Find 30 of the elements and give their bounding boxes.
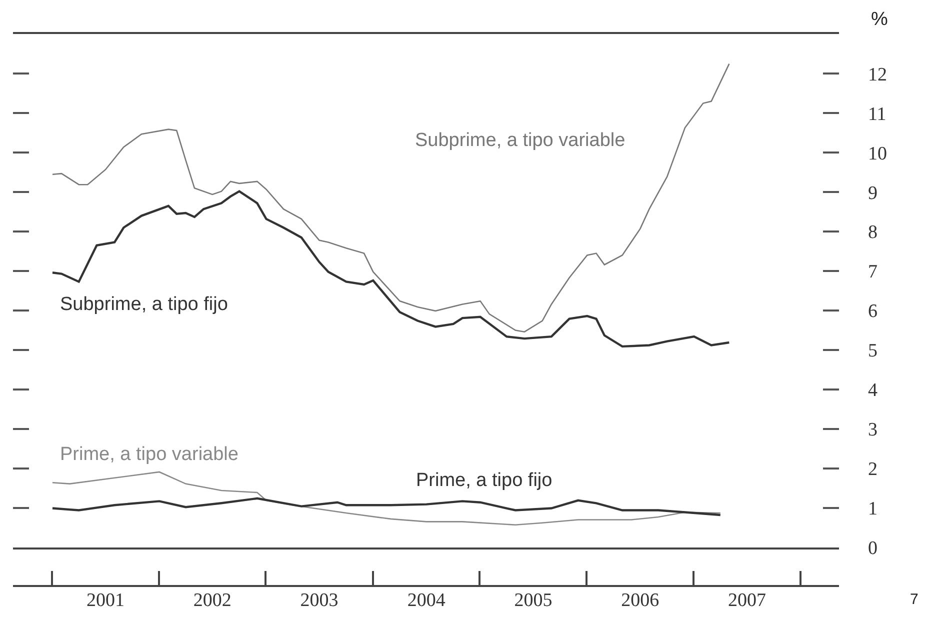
y-tick-label: 11 [868, 104, 886, 125]
x-tick-label: 2002 [193, 590, 232, 611]
line-series [52, 63, 730, 332]
x-tick-label: 2003 [300, 590, 338, 611]
x-tick-label: 2006 [621, 590, 660, 611]
series-label: Subprime, a tipo fijo [60, 294, 228, 315]
x-tick-label: 2005 [514, 590, 552, 611]
y-tick-label: 2 [868, 459, 878, 480]
y-tick-label: 9 [868, 182, 878, 204]
y-tick-label: 12 [868, 64, 887, 86]
text: Subprime, a tipo variable [415, 130, 626, 151]
y-tick-label: 4 [868, 380, 878, 402]
line-series [51, 190, 730, 348]
series-label: Prime, a tipo variable [60, 444, 238, 465]
text: 7 [910, 591, 918, 608]
y-tick-label: 6 [868, 301, 878, 322]
series-label: Prime, a tipo fijo [416, 470, 552, 491]
y-tick-label: 5 [868, 340, 878, 362]
y-axis-title: % [871, 9, 888, 30]
y-tick-label: 7 [868, 262, 878, 283]
x-tick-label: 2001 [86, 590, 124, 611]
y-tick-label: 0 [868, 538, 878, 560]
line-series [52, 471, 722, 526]
y-tick-label: 1 [868, 498, 878, 520]
y-tick-label: 3 [868, 420, 878, 441]
y-tick-label: 10 [868, 143, 887, 164]
x-tick-label: 2004 [407, 590, 446, 611]
line-series [51, 497, 722, 516]
x-tick-label: 2007 [728, 590, 766, 611]
y-tick-label: 8 [868, 222, 878, 244]
